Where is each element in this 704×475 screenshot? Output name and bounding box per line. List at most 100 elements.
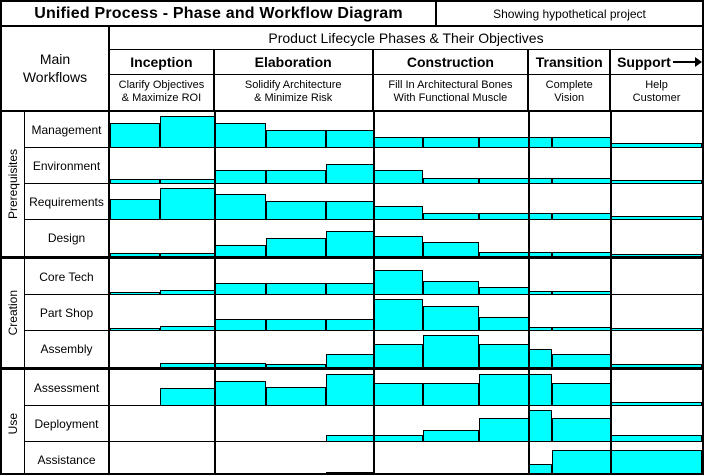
- effort-bar: [529, 464, 553, 473]
- row-label: Assembly: [25, 331, 110, 367]
- effort-bar: [479, 418, 530, 441]
- effort-chart-environment: [110, 148, 702, 183]
- effort-chart-part-shop: [110, 295, 702, 330]
- effort-bar: [423, 177, 480, 183]
- effort-bar: [110, 122, 160, 147]
- title-bar: Unified Process - Phase and Workflow Dia…: [2, 2, 702, 27]
- effort-bar: [529, 374, 553, 405]
- group-label-prerequisites: Prerequisites: [2, 112, 25, 256]
- phase-boundary-line: [372, 259, 375, 294]
- header-section: Main Workflows Product Lifecycle Phases …: [2, 27, 702, 112]
- phase-boundary-line: [528, 370, 531, 405]
- effort-bar: [479, 317, 530, 330]
- row-label: Environment: [25, 148, 110, 183]
- main-workflows-line1: Main: [39, 51, 71, 67]
- effort-bar: [214, 169, 266, 183]
- objective-support: Help Customer: [632, 79, 681, 105]
- phase-boundary-line: [610, 184, 613, 219]
- effort-bar: [325, 200, 374, 219]
- phase-boundary-line: [528, 112, 531, 147]
- effort-chart-assembly: [110, 331, 702, 367]
- effort-bar: [529, 349, 553, 367]
- effort-bar: [529, 326, 553, 330]
- phase-boundary-line: [528, 148, 531, 183]
- effort-bar: [159, 187, 215, 219]
- effort-bar: [214, 282, 266, 294]
- phase-boundary-line: [372, 406, 375, 441]
- effort-bar: [423, 213, 480, 219]
- effort-bar: [265, 364, 326, 367]
- effort-bar: [159, 363, 215, 367]
- effort-chart-assessment: [110, 370, 702, 405]
- effort-bar: [265, 318, 326, 330]
- effort-bar: [552, 383, 612, 405]
- phase-boundary-line: [610, 112, 613, 147]
- effort-bar: [423, 280, 480, 294]
- row-label: Deployment: [25, 406, 110, 441]
- phase-boundary-line: [213, 406, 216, 441]
- effort-bar: [529, 213, 553, 219]
- effort-bar: [423, 335, 480, 367]
- phase-boundary-line: [372, 331, 375, 367]
- row-label: Assistance: [25, 442, 110, 473]
- phase-inception: Inception: [110, 50, 215, 74]
- effort-chart-assistance: [110, 442, 702, 473]
- row-deployment: Deployment: [25, 406, 702, 442]
- phase-boundary-line: [610, 331, 613, 367]
- phase-boundary-line: [213, 370, 216, 405]
- row-label: Core Tech: [25, 259, 110, 294]
- effort-bar: [373, 169, 424, 183]
- phase-boundary-line: [610, 220, 613, 256]
- effort-bar: [552, 326, 612, 330]
- effort-bar: [529, 177, 553, 183]
- effort-bar: [552, 354, 612, 367]
- phase-boundary-line: [610, 148, 613, 183]
- phase-boundary-line: [372, 220, 375, 256]
- phase-boundary-line: [213, 331, 216, 367]
- subtitle: Showing hypothetical project: [435, 2, 702, 25]
- effort-bar: [265, 200, 326, 219]
- effort-bar: [611, 179, 702, 183]
- effort-bar: [214, 380, 266, 405]
- effort-bar: [214, 122, 266, 147]
- phase-boundary-line: [610, 406, 613, 441]
- effort-bar: [611, 327, 702, 330]
- phase-boundary-line: [528, 442, 531, 473]
- effort-bar: [611, 434, 702, 441]
- effort-bar: [325, 230, 374, 256]
- row-label: Management: [25, 112, 110, 147]
- group-label-use: Use: [2, 370, 25, 473]
- phase-boundary-line: [213, 112, 216, 147]
- effort-bar: [373, 136, 424, 147]
- main-workflows-line2: Workflows: [22, 68, 88, 85]
- effort-bar: [373, 383, 424, 405]
- effort-bar: [325, 354, 374, 367]
- phase-transition: Transition: [529, 50, 612, 74]
- phase-boundary-line: [213, 184, 216, 219]
- objective-construction: Fill In Architectural Bones With Functio…: [374, 74, 530, 110]
- effort-bar: [479, 252, 530, 256]
- right-arrow-icon: [672, 57, 702, 68]
- phase-support: Support: [611, 50, 702, 73]
- effort-bar: [325, 163, 374, 183]
- effort-bar: [110, 291, 160, 294]
- phase-boundary-line: [528, 184, 531, 219]
- effort-bar: [373, 205, 424, 219]
- phase-boundary-line: [528, 406, 531, 441]
- effort-bar: [265, 386, 326, 405]
- row-requirements: Requirements: [25, 184, 702, 220]
- phase-boundary-line: [528, 295, 531, 330]
- effort-bar: [110, 198, 160, 219]
- phase-elaboration: Elaboration: [215, 50, 374, 74]
- effort-bar: [110, 327, 160, 330]
- effort-bar: [214, 245, 266, 256]
- group-label-creation: Creation: [2, 259, 25, 367]
- group-prerequisites: Prerequisites Management Environment Req…: [2, 112, 702, 259]
- effort-bar: [552, 252, 612, 256]
- page-title: Unified Process - Phase and Workflow Dia…: [34, 4, 403, 22]
- effort-bar: [265, 282, 326, 294]
- effort-bar: [423, 429, 480, 441]
- effort-bar: [611, 402, 702, 405]
- effort-bar: [373, 269, 424, 294]
- effort-bar: [552, 291, 612, 294]
